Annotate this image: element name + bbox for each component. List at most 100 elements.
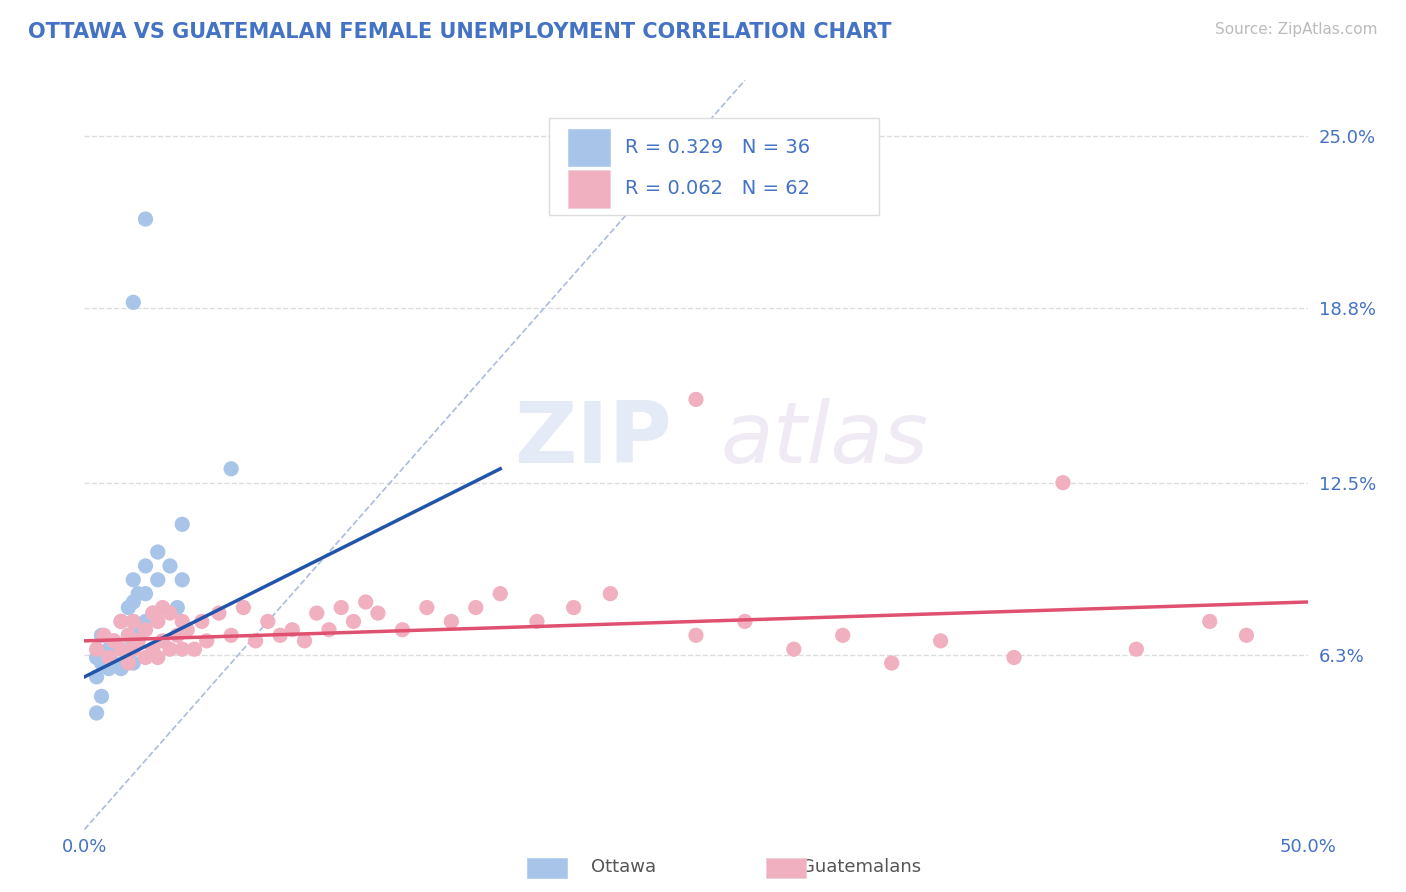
- Point: [172, 642, 194, 657]
- Point: [142, 606, 165, 620]
- Point: [831, 628, 853, 642]
- Point: [1236, 628, 1258, 642]
- Point: [110, 615, 132, 629]
- Point: [176, 623, 198, 637]
- Point: [93, 628, 115, 642]
- Point: [110, 642, 132, 657]
- Point: [122, 295, 145, 310]
- Point: [685, 392, 707, 407]
- Point: [269, 628, 291, 642]
- Point: [122, 573, 145, 587]
- Point: [391, 623, 413, 637]
- Point: [172, 615, 194, 629]
- Point: [103, 633, 125, 648]
- Point: [526, 615, 548, 629]
- Point: [122, 615, 145, 629]
- Text: Source: ZipAtlas.com: Source: ZipAtlas.com: [1215, 22, 1378, 37]
- Point: [929, 633, 952, 648]
- FancyBboxPatch shape: [550, 118, 880, 215]
- Point: [146, 615, 169, 629]
- Point: [208, 606, 231, 620]
- Point: [294, 633, 316, 648]
- Point: [367, 606, 389, 620]
- Point: [734, 615, 756, 629]
- Point: [685, 628, 707, 642]
- Point: [127, 628, 149, 642]
- Point: [142, 606, 165, 620]
- Point: [122, 595, 145, 609]
- Point: [146, 650, 169, 665]
- Point: [166, 600, 188, 615]
- Point: [122, 633, 145, 648]
- Point: [117, 656, 139, 670]
- Point: [135, 623, 157, 637]
- Point: [172, 573, 194, 587]
- Point: [146, 573, 169, 587]
- Point: [135, 587, 157, 601]
- Point: [90, 690, 112, 704]
- Point: [318, 623, 340, 637]
- Point: [97, 642, 120, 657]
- Point: [232, 600, 254, 615]
- Point: [117, 650, 139, 665]
- Point: [1052, 475, 1074, 490]
- Text: ZIP: ZIP: [513, 399, 672, 482]
- Text: R = 0.329   N = 36: R = 0.329 N = 36: [626, 138, 810, 157]
- Text: Guatemalans: Guatemalans: [801, 858, 921, 876]
- Point: [110, 615, 132, 629]
- Point: [880, 656, 903, 670]
- Point: [135, 558, 157, 573]
- Point: [127, 587, 149, 601]
- Point: [86, 650, 108, 665]
- Point: [219, 628, 242, 642]
- Text: R = 0.062   N = 62: R = 0.062 N = 62: [626, 179, 810, 198]
- Point: [90, 628, 112, 642]
- Point: [97, 662, 120, 676]
- Point: [342, 615, 364, 629]
- Point: [159, 606, 181, 620]
- Point: [97, 650, 120, 665]
- Point: [783, 642, 806, 657]
- Point: [103, 633, 125, 648]
- Point: [440, 615, 463, 629]
- Point: [330, 600, 353, 615]
- Point: [117, 628, 139, 642]
- Point: [183, 642, 205, 657]
- Point: [464, 600, 486, 615]
- Point: [103, 656, 125, 670]
- Point: [142, 642, 165, 657]
- FancyBboxPatch shape: [568, 170, 610, 208]
- Point: [152, 633, 174, 648]
- Point: [86, 642, 108, 657]
- Point: [166, 628, 188, 642]
- Point: [135, 212, 157, 227]
- Point: [117, 600, 139, 615]
- Point: [416, 600, 439, 615]
- Point: [281, 623, 304, 637]
- Point: [86, 706, 108, 720]
- Text: OTTAWA VS GUATEMALAN FEMALE UNEMPLOYMENT CORRELATION CHART: OTTAWA VS GUATEMALAN FEMALE UNEMPLOYMENT…: [28, 22, 891, 42]
- Point: [122, 642, 145, 657]
- Point: [219, 462, 242, 476]
- Point: [159, 558, 181, 573]
- Point: [110, 662, 132, 676]
- Point: [489, 587, 512, 601]
- Point: [90, 656, 112, 670]
- Point: [122, 656, 145, 670]
- Point: [1198, 615, 1220, 629]
- Point: [191, 615, 214, 629]
- Point: [146, 545, 169, 559]
- Point: [122, 615, 145, 629]
- Text: atlas: atlas: [720, 399, 928, 482]
- Point: [159, 642, 181, 657]
- Point: [172, 517, 194, 532]
- Point: [110, 642, 132, 657]
- Point: [152, 600, 174, 615]
- Point: [257, 615, 280, 629]
- Point: [135, 615, 157, 629]
- Point: [1125, 642, 1147, 657]
- Text: Ottawa: Ottawa: [591, 858, 655, 876]
- Point: [195, 633, 218, 648]
- Point: [86, 670, 108, 684]
- Point: [562, 600, 585, 615]
